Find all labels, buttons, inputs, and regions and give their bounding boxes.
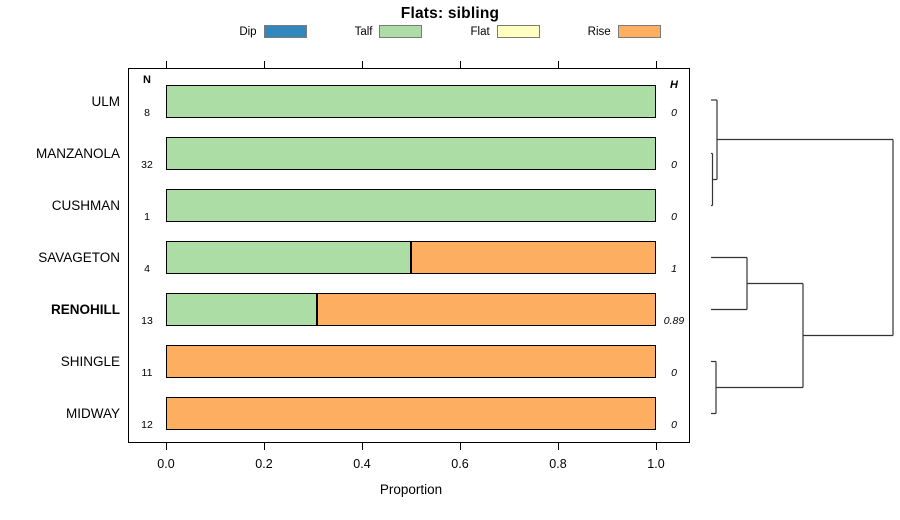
legend-swatch-talf <box>379 25 423 38</box>
bar-renohill <box>166 293 656 326</box>
bar-segment-talf <box>166 85 656 118</box>
bar-shingle <box>166 345 656 378</box>
h-value: 0 <box>671 367 677 379</box>
n-column-header: N <box>143 74 151 86</box>
bar-segment-rise <box>411 241 656 274</box>
n-value: 11 <box>141 367 153 379</box>
bar-savageton <box>166 241 656 274</box>
category-label-shingle: SHINGLE <box>60 353 120 369</box>
legend-label: Talf <box>354 25 373 38</box>
x-tick-bottom <box>460 443 461 450</box>
n-value: 8 <box>144 107 150 119</box>
category-label-manzanola: MANZANOLA <box>35 145 120 161</box>
h-value: 0 <box>671 107 677 119</box>
legend-label: Dip <box>239 25 257 38</box>
x-tick-bottom <box>362 443 363 450</box>
n-value: 1 <box>144 211 150 223</box>
legend: Dip Talf Flat Rise <box>0 25 900 38</box>
x-tick-label: 0.2 <box>255 457 273 471</box>
h-value: 1 <box>671 263 677 275</box>
x-tick-label: 0.4 <box>353 457 371 471</box>
x-tick-label: 0.6 <box>451 457 469 471</box>
legend-label: Rise <box>587 25 611 38</box>
x-tick-bottom <box>558 443 559 450</box>
bar-segment-talf <box>166 241 411 274</box>
bar-ulm <box>166 85 656 118</box>
bar-manzanola <box>166 137 656 170</box>
x-tick-top <box>264 61 265 68</box>
legend-label: Flat <box>470 25 490 38</box>
x-tick-label: 0.8 <box>549 457 567 471</box>
x-tick-label: 1.0 <box>647 457 665 471</box>
bar-segment-talf <box>166 137 656 170</box>
legend-item-dip: Dip <box>239 25 307 38</box>
x-tick-bottom <box>264 443 265 450</box>
legend-item-talf: Talf <box>355 25 423 38</box>
bar-cushman <box>166 189 656 222</box>
h-value: 0 <box>671 211 677 223</box>
n-value: 12 <box>141 419 153 431</box>
legend-swatch-dip <box>263 25 307 38</box>
bar-midway <box>166 397 656 430</box>
x-tick-top <box>460 61 461 68</box>
bar-segment-talf <box>166 189 656 222</box>
x-tick-top <box>656 61 657 68</box>
x-tick-bottom <box>166 443 167 450</box>
bar-segment-rise <box>166 397 656 430</box>
x-tick-bottom <box>656 443 657 450</box>
h-value: 0.89 <box>663 315 685 327</box>
x-tick-top <box>558 61 559 68</box>
legend-swatch-rise <box>617 25 661 38</box>
bar-segment-rise <box>166 345 656 378</box>
h-column-header: H <box>670 79 678 91</box>
x-tick-top <box>166 61 167 68</box>
x-tick-top <box>362 61 363 68</box>
n-value: 13 <box>141 315 153 327</box>
n-value: 4 <box>144 263 150 275</box>
bar-segment-rise <box>316 293 656 326</box>
legend-swatch-flat <box>496 25 540 38</box>
legend-item-rise: Rise <box>588 25 661 38</box>
category-label-savageton: SAVAGETON <box>38 249 120 265</box>
x-tick-label: 0.0 <box>157 457 175 471</box>
bar-segment-talf <box>166 293 317 326</box>
category-label-cushman: CUSHMAN <box>51 197 120 213</box>
chart-title: Flats: sibling <box>400 5 500 22</box>
x-axis-title: Proportion <box>379 482 443 497</box>
h-value: 0 <box>671 419 677 431</box>
h-value: 0 <box>671 159 677 171</box>
category-label-ulm: ULM <box>91 93 120 109</box>
category-label-renohill: RENOHILL <box>51 301 120 317</box>
category-label-midway: MIDWAY <box>66 405 120 421</box>
n-value: 32 <box>141 159 153 171</box>
legend-item-flat: Flat <box>470 25 540 38</box>
